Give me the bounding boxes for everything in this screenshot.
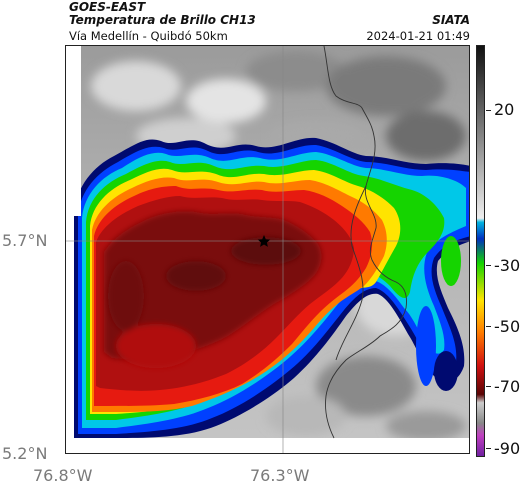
satellite-map[interactable]: [65, 45, 470, 454]
product-title: Temperatura de Brillo CH13: [69, 13, 256, 27]
lat-tick-label-5-7: 5.7°N: [2, 231, 48, 250]
colorbar-label-neg50: -50: [494, 317, 521, 336]
border-line: [335, 185, 367, 361]
colorbar-tick-neg30: [486, 265, 491, 266]
coastline: [323, 46, 407, 439]
lon-tick-label-76-8: 76.8°W: [33, 466, 93, 485]
colorbar-label-neg70: -70: [494, 377, 521, 396]
satellite-title: GOES-EAST: [69, 0, 146, 14]
colorbar-tick-neg70: [486, 386, 491, 387]
colorbar-tick-neg50: [486, 326, 491, 327]
colorbar-tick-20: [486, 110, 491, 111]
colorbar-label-neg90: -90: [494, 439, 521, 458]
colorbar-tick-neg90: [486, 448, 491, 449]
timestamp-label: 2024-01-21 01:49: [366, 29, 470, 43]
lon-tick-label-76-3: 76.3°W: [250, 466, 310, 485]
colorbar-label-neg30: -30: [494, 256, 521, 275]
star-icon: [257, 235, 271, 247]
lat-tick-label-5-2: 5.2°N: [2, 444, 48, 463]
colorbar: [476, 45, 485, 457]
colorbar-label-20: 20: [494, 100, 515, 119]
organization-label: SIATA: [432, 13, 470, 27]
location-subtitle: Vía Medellín - Quibdó 50km: [69, 29, 228, 43]
convective-cloud-system: [74, 137, 469, 438]
gray-texture: [91, 51, 466, 441]
